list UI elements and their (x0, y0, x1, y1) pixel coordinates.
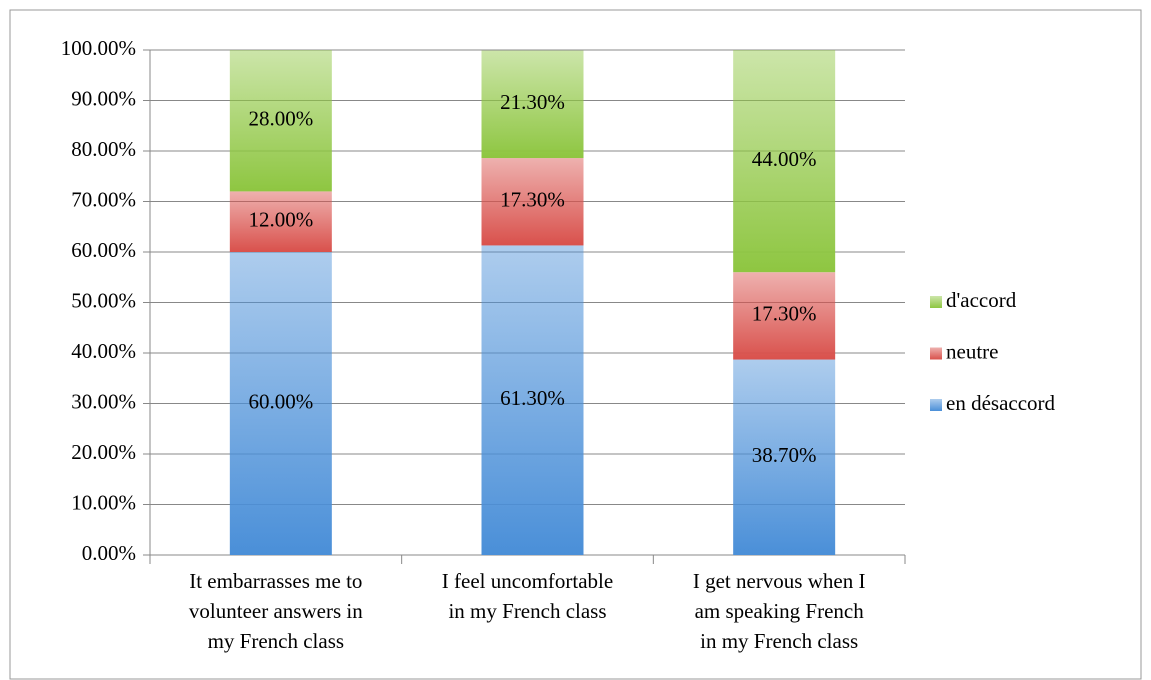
y-tick-label: 20.00% (71, 440, 136, 464)
y-tick-label: 60.00% (71, 238, 136, 262)
legend-label: en désaccord (946, 391, 1056, 415)
legend-swatch (930, 347, 942, 360)
data-label: 38.70% (752, 443, 817, 467)
x-tick-label: I feel uncomfortable in my French class (442, 569, 613, 623)
legend-swatch (930, 296, 942, 308)
data-label: 28.00% (248, 107, 313, 131)
data-label: 61.30% (500, 386, 565, 410)
data-label: 17.30% (500, 188, 565, 212)
y-tick-label: 90.00% (71, 86, 136, 110)
bar-segment (481, 158, 584, 246)
y-tick-label: 100.00% (61, 36, 136, 60)
bar-segment (481, 245, 584, 555)
bar-segment (733, 272, 836, 360)
y-tick-label: 70.00% (71, 187, 136, 211)
data-label: 60.00% (248, 389, 313, 413)
x-tick-label: It embarrasses me to volunteer answers in… (189, 569, 363, 653)
data-label: 44.00% (752, 147, 817, 171)
data-label: 17.30% (752, 302, 817, 326)
data-label: 21.30% (500, 90, 565, 114)
bar-segment (229, 50, 332, 192)
bar-segment (229, 191, 332, 252)
y-tick-label: 80.00% (71, 137, 136, 161)
bar-segment (733, 359, 836, 555)
y-tick-label: 50.00% (71, 288, 136, 312)
bar-segment (229, 252, 332, 555)
legend-label: d'accord (946, 288, 1017, 312)
bar-segment (481, 50, 584, 159)
data-label: 12.00% (248, 208, 313, 232)
legend-label: neutre (946, 339, 998, 363)
legend-swatch (930, 399, 942, 411)
bar-segment (733, 50, 836, 273)
y-tick-label: 10.00% (71, 490, 136, 514)
y-tick-label: 40.00% (71, 339, 136, 363)
y-tick-label: 30.00% (71, 389, 136, 413)
y-tick-label: 0.00% (82, 541, 136, 565)
